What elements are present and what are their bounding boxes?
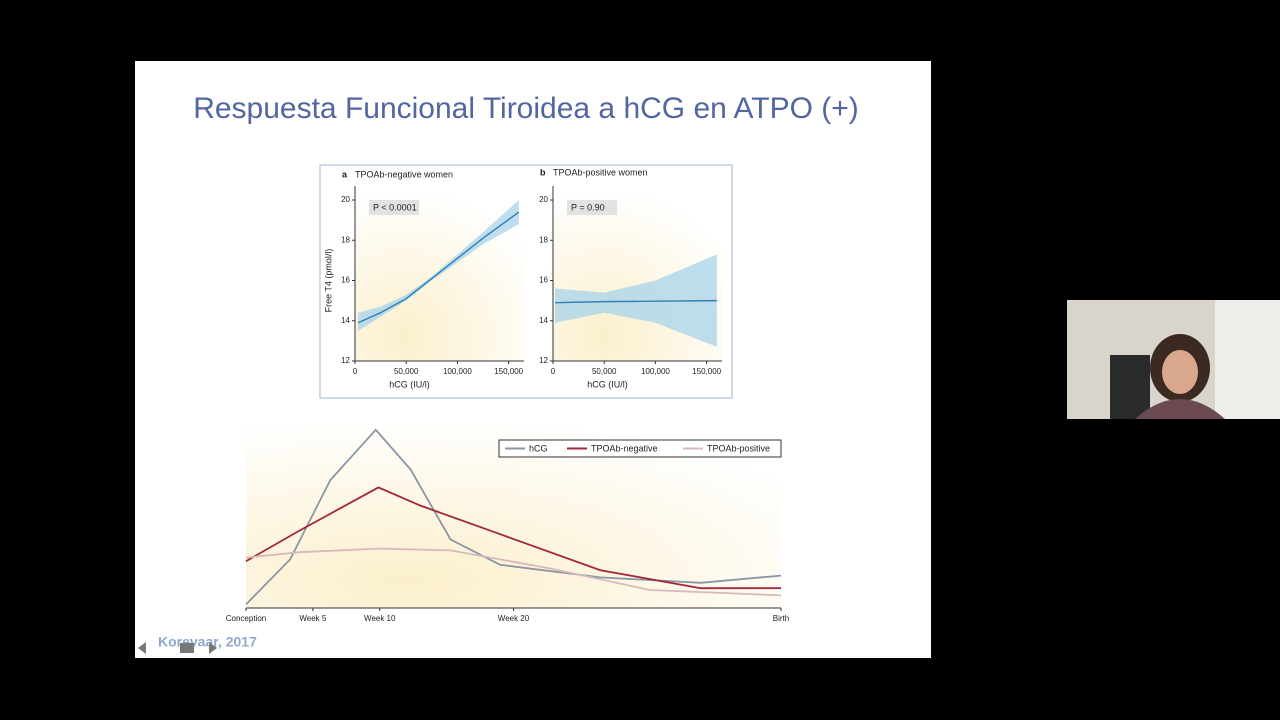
legend-label: TPOAb-negative: [591, 443, 658, 453]
legend-label: hCG: [529, 443, 548, 453]
y-axis-label: Free T4 (pmol/l): [323, 249, 333, 313]
series-line: [357, 211, 520, 324]
x-tick-label: 50,000: [394, 367, 419, 376]
confidence-band: [358, 200, 519, 331]
slide-controls[interactable]: [138, 642, 217, 654]
annotation-box: [369, 200, 419, 215]
y-tick-label: 20: [341, 195, 350, 204]
shoulders: [1135, 399, 1225, 419]
x-tick-label: 150,000: [494, 367, 523, 376]
y-tick-label: 18: [341, 235, 350, 244]
y-tick-label: 20: [539, 195, 548, 204]
x-tick-label: Birth: [773, 614, 789, 623]
series-line: [555, 299, 717, 304]
face: [1162, 350, 1198, 394]
y-tick-label: 12: [539, 356, 548, 365]
confidence-band: [555, 254, 717, 347]
menu-button[interactable]: [180, 643, 194, 653]
panel-title: TPOAb-negative women: [355, 169, 453, 179]
y-tick-label: 16: [539, 276, 548, 285]
x-tick-label: Week 20: [498, 614, 530, 623]
x-axis-label: hCG (IU/l): [389, 379, 430, 389]
webcam: [1067, 300, 1280, 419]
annotation: P = 0.90: [571, 202, 605, 212]
x-tick-label: 100,000: [443, 367, 472, 376]
panel-label: b: [540, 167, 546, 177]
x-axis-label: hCG (IU/l): [587, 379, 628, 389]
y-tick-label: 14: [539, 316, 548, 325]
y-tick-label: 12: [341, 356, 350, 365]
next-button[interactable]: [209, 642, 217, 654]
y-tick-label: 16: [341, 276, 350, 285]
legend-label: TPOAb-positive: [707, 443, 770, 453]
x-tick-label: 0: [551, 367, 556, 376]
series-line: [245, 486, 781, 590]
x-tick-label: 150,000: [692, 367, 721, 376]
series-line: [245, 547, 782, 597]
x-tick-label: Week 5: [299, 614, 327, 623]
prev-button[interactable]: [138, 642, 146, 654]
slide-title: Respuesta Funcional Tiroidea a hCG en AT…: [193, 92, 859, 125]
annotation-box: [567, 200, 617, 215]
x-tick-label: 100,000: [641, 367, 670, 376]
x-tick-label: Conception: [226, 614, 266, 623]
y-tick-label: 18: [539, 235, 548, 244]
panel-title: TPOAb-positive women: [553, 167, 648, 177]
chair: [1110, 355, 1150, 419]
panel-label: a: [342, 169, 348, 179]
citation: Korevaar, 2017: [158, 634, 257, 650]
x-tick-label: Week 10: [364, 614, 396, 623]
y-tick-label: 14: [341, 316, 350, 325]
shelf: [1215, 300, 1280, 419]
x-tick-label: 0: [353, 367, 358, 376]
x-tick-label: 50,000: [592, 367, 617, 376]
annotation: P < 0.0001: [373, 202, 417, 212]
legend-box: [498, 439, 782, 458]
